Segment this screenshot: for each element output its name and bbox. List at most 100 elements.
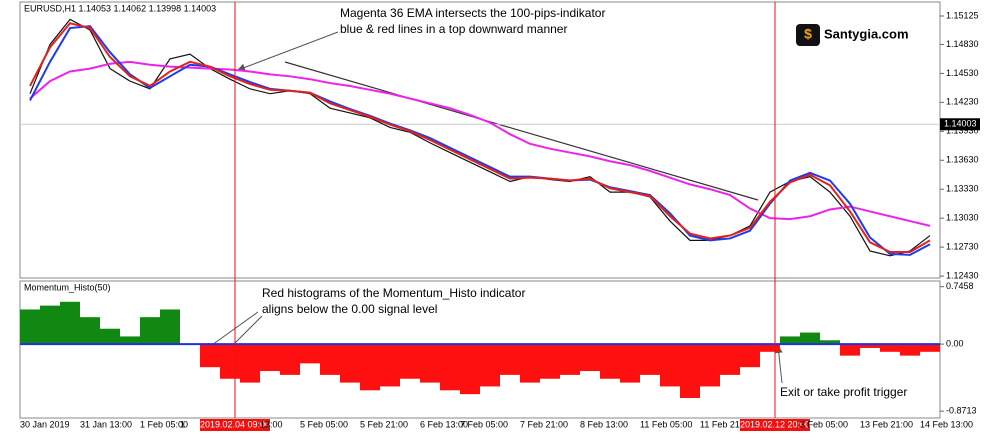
current-price-box <box>940 118 980 131</box>
histogram-bar <box>200 344 220 368</box>
histogram-bar <box>260 344 280 372</box>
x-tick-label: 13:00 <box>260 419 283 429</box>
histogram-bar <box>40 305 60 345</box>
y-tick-label: 0.00 <box>946 338 964 348</box>
histogram-bar <box>660 344 680 387</box>
y-tick-label: 1.12730 <box>946 241 979 251</box>
chart-title: EURUSD,H1 1.14053 1.14062 1.13998 1.1400… <box>24 3 216 13</box>
histogram-bar <box>280 344 300 375</box>
price-line <box>29 60 931 227</box>
histogram-bar <box>740 344 760 368</box>
histogram-bar <box>80 317 100 345</box>
x-tick-label: 3 Feb 05:00 <box>800 419 848 429</box>
x-tick-label: 1 Feb 05:00 <box>140 419 188 429</box>
histogram-bar <box>340 344 360 383</box>
x-tick-label: 2019.02.12 20:00 <box>740 419 810 429</box>
histogram-bar <box>780 336 800 345</box>
histogram-bar <box>720 344 740 375</box>
current-price-label: 1.14003 <box>944 119 977 129</box>
y-tick-label: 1.15125 <box>946 10 979 20</box>
annotation: Magenta 36 EMA intersects the 100-pips-i… <box>340 6 605 20</box>
histogram-bar <box>120 336 140 345</box>
annotation: aligns below the 0.00 signal level <box>262 302 437 316</box>
price-line <box>29 22 931 253</box>
histogram-bar <box>100 328 120 345</box>
histogram-bar <box>700 344 720 387</box>
indicator-title: Momentum_Histo(50) <box>24 282 111 292</box>
x-tick-label: 30 Jan 2019 <box>20 419 70 429</box>
price-line <box>29 18 931 257</box>
y-tick-label: 0.7458 <box>946 281 974 291</box>
y-tick-label: 1.13930 <box>946 126 979 136</box>
histogram-bar <box>460 344 480 395</box>
y-tick-label: 1.12430 <box>946 270 979 280</box>
brand-name: Santygia.com <box>824 26 909 41</box>
y-tick-label: 1.14230 <box>946 97 979 107</box>
annotation: blue & red lines in a top downward manne… <box>340 22 567 36</box>
histogram-bar <box>20 309 40 345</box>
histogram-bar <box>160 309 180 345</box>
histogram-bar <box>300 344 320 364</box>
histogram-bar <box>400 344 420 379</box>
histogram-bar <box>440 344 460 391</box>
x-tick-label: 11 Feb 05:00 <box>640 419 692 429</box>
y-tick-label: 1.14830 <box>946 39 979 49</box>
histogram-bar <box>620 344 640 383</box>
y-tick-label: 1.13030 <box>946 213 979 223</box>
histogram-bar <box>640 344 660 375</box>
logo-glyph: $ <box>804 26 812 42</box>
x-tick-label: 2019.02.04 09:00 <box>200 419 270 429</box>
y-tick-label: 1.13330 <box>946 184 979 194</box>
highlight-box <box>200 419 270 431</box>
histogram-bar <box>920 344 940 352</box>
annotation: Red histograms of the Momentum_Histo ind… <box>262 286 525 300</box>
x-tick-label: 1 <box>180 419 185 429</box>
logo-icon <box>796 24 820 46</box>
histogram-bar <box>360 344 380 391</box>
histogram-bar <box>500 344 520 375</box>
histogram-bar <box>840 344 860 356</box>
x-tick-label: 7 Feb 05:00 <box>460 419 508 429</box>
histogram-bar <box>420 344 440 383</box>
y-tick-label: 1.14530 <box>946 68 979 78</box>
x-tick-label: 5 Feb 05:00 <box>300 419 348 429</box>
histogram-bar <box>240 344 260 383</box>
brand-logo: $ Santygia.com <box>796 24 909 46</box>
price-line <box>29 25 931 256</box>
y-tick-label: -0.8713 <box>946 406 977 416</box>
x-tick-label: 7 Feb 21:00 <box>520 419 568 429</box>
annotation: Exit or take profit trigger <box>780 385 907 399</box>
x-tick-label: 8 Feb 13:00 <box>580 419 628 429</box>
histogram-bar <box>600 344 620 379</box>
histogram-bar <box>560 344 580 375</box>
histogram-bar <box>760 344 780 352</box>
histogram-bar <box>800 332 820 345</box>
trend-line <box>284 61 759 201</box>
x-tick-label: 14 Feb 13:00 <box>920 419 973 429</box>
histogram-bar <box>320 344 340 375</box>
x-tick-label: 5 Feb 21:00 <box>360 419 408 429</box>
arrow <box>237 31 339 72</box>
histogram-bar <box>60 301 80 345</box>
histogram-bar <box>480 344 500 387</box>
histogram-bar <box>880 344 900 352</box>
histogram-bar <box>380 344 400 387</box>
arrow <box>774 345 783 384</box>
histogram-bar <box>900 344 920 356</box>
histogram-bar <box>540 344 560 379</box>
highlight-box <box>740 419 810 431</box>
histogram-bar <box>820 340 840 345</box>
histogram-bar <box>680 344 700 398</box>
x-tick-label: 6 Feb 13:00 <box>420 419 468 429</box>
histogram-bar <box>220 344 240 379</box>
histogram-bar <box>860 344 880 348</box>
x-tick-label: 31 Jan 13:00 <box>80 419 132 429</box>
histogram-bar <box>140 317 160 345</box>
y-tick-label: 1.13630 <box>946 155 979 165</box>
main-pane <box>19 1 941 279</box>
x-tick-label: 13 Feb 21:00 <box>860 419 913 429</box>
x-tick-label: 11 Feb 21:00 <box>700 419 752 429</box>
histogram-bar <box>520 344 540 383</box>
histogram-bar <box>580 344 600 372</box>
